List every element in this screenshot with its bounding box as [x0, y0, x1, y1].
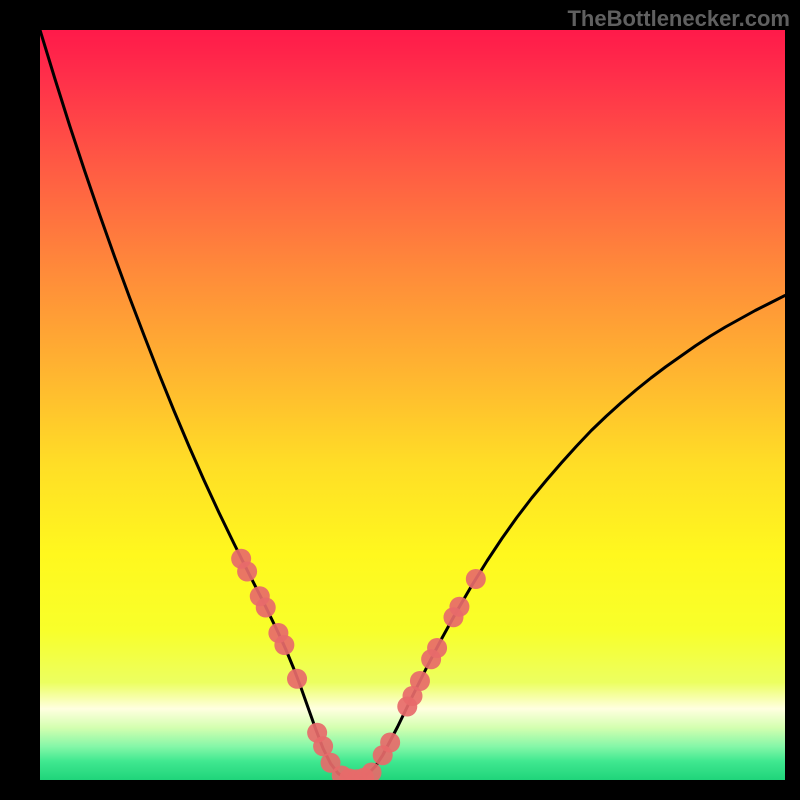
data-marker [466, 569, 486, 589]
watermark-text: TheBottlenecker.com [567, 6, 790, 32]
data-marker [380, 733, 400, 753]
bottleneck-chart [40, 30, 785, 780]
chart-background [40, 30, 785, 780]
data-marker [274, 635, 294, 655]
data-marker [410, 671, 430, 691]
data-marker [237, 562, 257, 582]
data-marker [287, 669, 307, 689]
data-marker [256, 598, 276, 618]
data-marker [427, 638, 447, 658]
stage: TheBottlenecker.com [0, 0, 800, 800]
data-marker [449, 597, 469, 617]
